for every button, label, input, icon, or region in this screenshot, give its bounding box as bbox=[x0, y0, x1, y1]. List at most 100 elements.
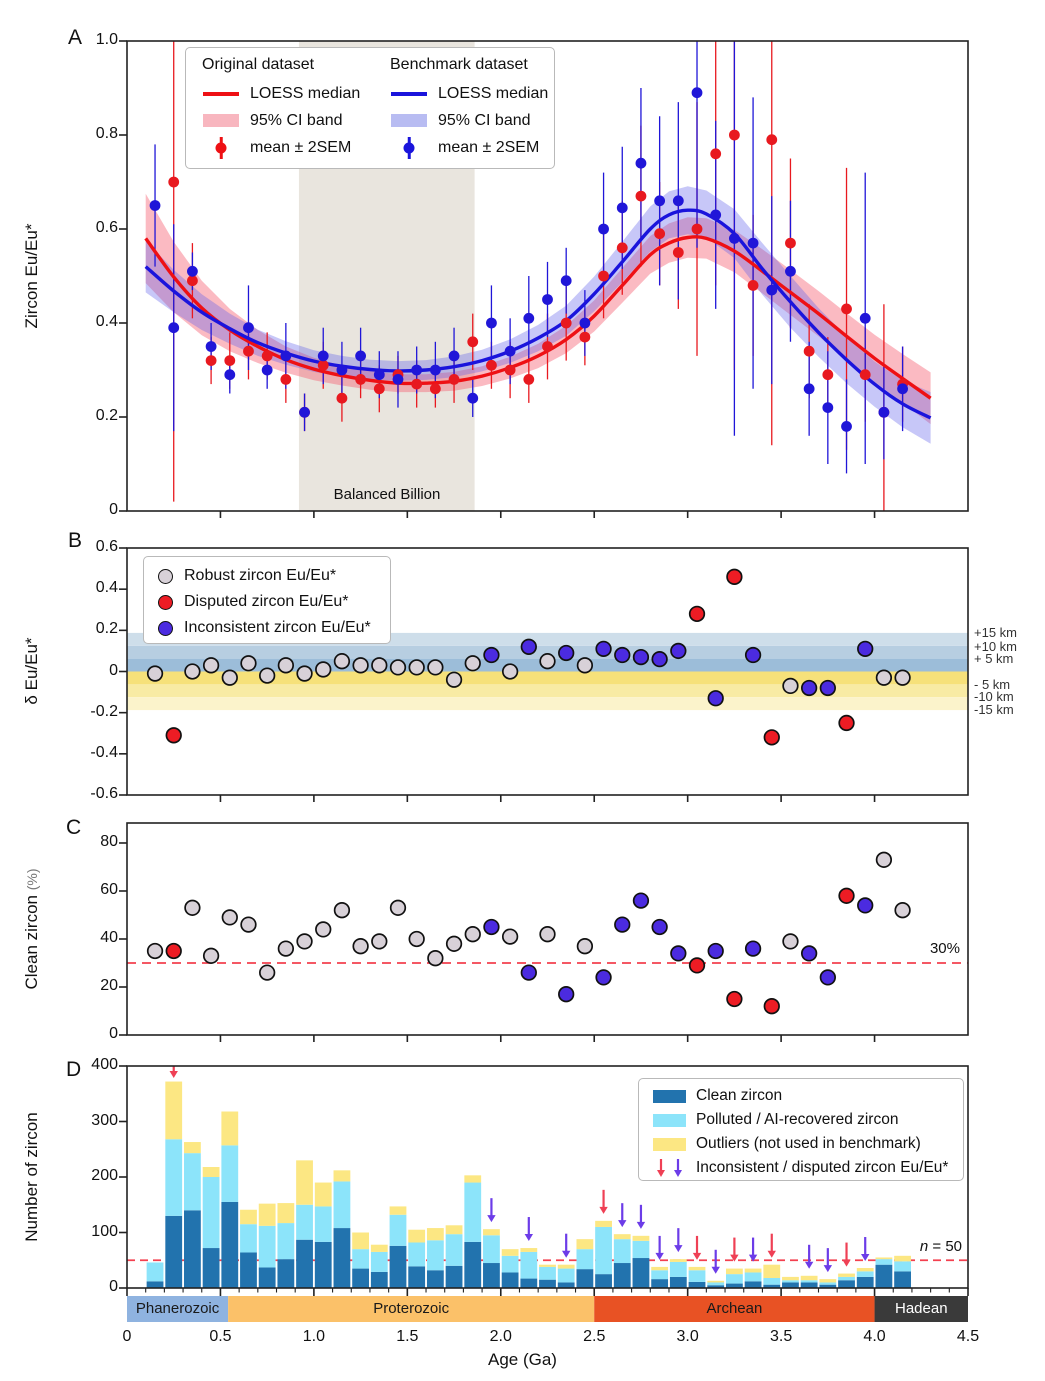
bar-segment bbox=[539, 1266, 556, 1280]
bar-segment bbox=[782, 1282, 799, 1288]
delta-point-robust bbox=[782, 677, 799, 695]
bar-segment bbox=[184, 1210, 201, 1288]
legend-disputed-item: Disputed zircon Eu/Eu* bbox=[144, 589, 390, 615]
clean-point-robust bbox=[296, 933, 313, 950]
bar-segment bbox=[894, 1271, 911, 1288]
panel-c-ytick-0: 0 bbox=[109, 1025, 118, 1042]
clean-point-disputed bbox=[726, 990, 743, 1008]
panel-c-ytick-40: 40 bbox=[100, 928, 118, 946]
clean-point-disputed bbox=[165, 942, 182, 960]
legend-item-label: Inconsistent / disputed zircon Eu/Eu* bbox=[696, 1159, 949, 1176]
clean-point-disputed bbox=[688, 957, 706, 974]
bar-segment bbox=[389, 1245, 407, 1288]
bar-segment bbox=[483, 1235, 500, 1264]
clean-point-inconsistent bbox=[520, 964, 537, 981]
bar-segment bbox=[651, 1266, 669, 1271]
bar-segment bbox=[632, 1240, 650, 1259]
panel-b-ytick-0.6: 0.6 bbox=[95, 538, 118, 555]
panel-d-ytick-300: 300 bbox=[91, 1111, 118, 1129]
bar-segment bbox=[669, 1259, 687, 1262]
panel-c-ytick-60: 60 bbox=[100, 880, 118, 898]
disputed-arrow bbox=[767, 1233, 776, 1258]
inconsistent-arrow bbox=[823, 1248, 833, 1273]
disputed-arrow bbox=[599, 1189, 608, 1214]
x-tick-0.5: 0.5 bbox=[209, 1328, 232, 1345]
mean-point-swatch-blue bbox=[390, 136, 428, 160]
clean-point-inconsistent bbox=[595, 969, 612, 986]
panel-b-ytick--0.6: -0.6 bbox=[90, 785, 118, 802]
delta-point-inconsistent bbox=[651, 651, 668, 668]
clean-point-robust bbox=[184, 899, 201, 916]
bar-segment bbox=[314, 1241, 332, 1288]
inconsistent-arrow bbox=[748, 1237, 758, 1262]
bar-segment bbox=[445, 1225, 463, 1235]
bar-segment bbox=[221, 1201, 239, 1288]
bar-segment bbox=[576, 1269, 594, 1288]
bar-segment bbox=[856, 1271, 874, 1277]
panel-c-ylabel-text: Clean zircon bbox=[22, 895, 41, 990]
panel-a-ytick-0.8: 0.8 bbox=[95, 125, 118, 142]
clean-point-robust bbox=[277, 940, 295, 957]
panel-b-ylabel: δ Eu/Eu* bbox=[22, 637, 41, 705]
clean-point-robust bbox=[464, 926, 481, 943]
bar-segment bbox=[221, 1111, 239, 1146]
legend-item-label: Clean zircon bbox=[696, 1087, 783, 1104]
bar-segment bbox=[483, 1263, 500, 1288]
delta-point-robust bbox=[184, 663, 201, 680]
legend-outliers-item: Outliers (not used in benchmark) bbox=[639, 1132, 963, 1156]
bar-segment bbox=[838, 1276, 855, 1281]
bar-segment bbox=[613, 1239, 631, 1264]
purple-down-arrow-icon bbox=[673, 1159, 682, 1177]
bar-segment bbox=[389, 1206, 407, 1215]
era-proterozoic bbox=[228, 1296, 595, 1322]
bar-segment bbox=[501, 1255, 519, 1273]
bar-segment bbox=[707, 1285, 725, 1288]
clean-point-robust bbox=[782, 933, 799, 950]
bar-segment bbox=[445, 1265, 463, 1288]
bar-segment bbox=[539, 1279, 556, 1288]
clean-point-robust bbox=[389, 899, 407, 916]
legend-item-label: LOESS median bbox=[250, 84, 361, 102]
bar-segment bbox=[483, 1229, 500, 1236]
bar-segment bbox=[352, 1249, 370, 1269]
x-tick-2.5: 2.5 bbox=[583, 1328, 606, 1345]
bar-segment bbox=[856, 1268, 874, 1272]
bar-segment bbox=[240, 1224, 257, 1253]
legend-benchmark-column: Benchmark dataset LOESS median 95% CI ba… bbox=[390, 54, 548, 161]
delta-point-robust bbox=[352, 657, 369, 674]
bar-segment bbox=[389, 1214, 407, 1246]
clean-point-robust bbox=[202, 947, 220, 964]
bar-segment bbox=[707, 1280, 725, 1283]
bar-segment bbox=[557, 1268, 575, 1283]
clean-point-inconsistent bbox=[632, 892, 650, 909]
red-down-arrow-icon bbox=[657, 1159, 666, 1177]
panel-a-ytick-0.2: 0.2 bbox=[95, 407, 118, 424]
bar-segment bbox=[165, 1215, 183, 1288]
panel-d-plot bbox=[127, 1066, 968, 1288]
clean-point-inconsistent bbox=[651, 918, 668, 936]
refline-30pct-label: 30% bbox=[929, 940, 960, 957]
bar-segment bbox=[202, 1177, 220, 1249]
disputed-arrow bbox=[169, 1066, 178, 1078]
bar-segment bbox=[800, 1275, 818, 1281]
delta-point-robust bbox=[277, 657, 295, 674]
bar-segment bbox=[240, 1252, 257, 1288]
delta-point-inconsistent bbox=[819, 679, 836, 697]
bar-segment bbox=[501, 1272, 519, 1288]
bar-segment bbox=[838, 1273, 855, 1277]
bar-segment bbox=[520, 1278, 538, 1288]
bar-segment bbox=[819, 1279, 837, 1283]
panel-a-ytick-0.4: 0.4 bbox=[95, 313, 118, 330]
bar-segment bbox=[688, 1266, 706, 1271]
panel-b-legend: Robust zircon Eu/Eu* Disputed zircon Eu/… bbox=[143, 556, 391, 644]
bar-segment bbox=[707, 1282, 725, 1286]
bar-segment bbox=[651, 1270, 669, 1280]
bar-segment bbox=[669, 1261, 687, 1277]
legend-item-label: 95% CI band bbox=[250, 111, 343, 129]
bar-segment bbox=[800, 1282, 818, 1288]
inconsistent-arrow bbox=[618, 1203, 627, 1228]
era-label-archean: Archean bbox=[706, 1300, 763, 1317]
clean-point-inconsistent bbox=[800, 945, 818, 962]
panel-d-ytick-400: 400 bbox=[91, 1056, 118, 1073]
